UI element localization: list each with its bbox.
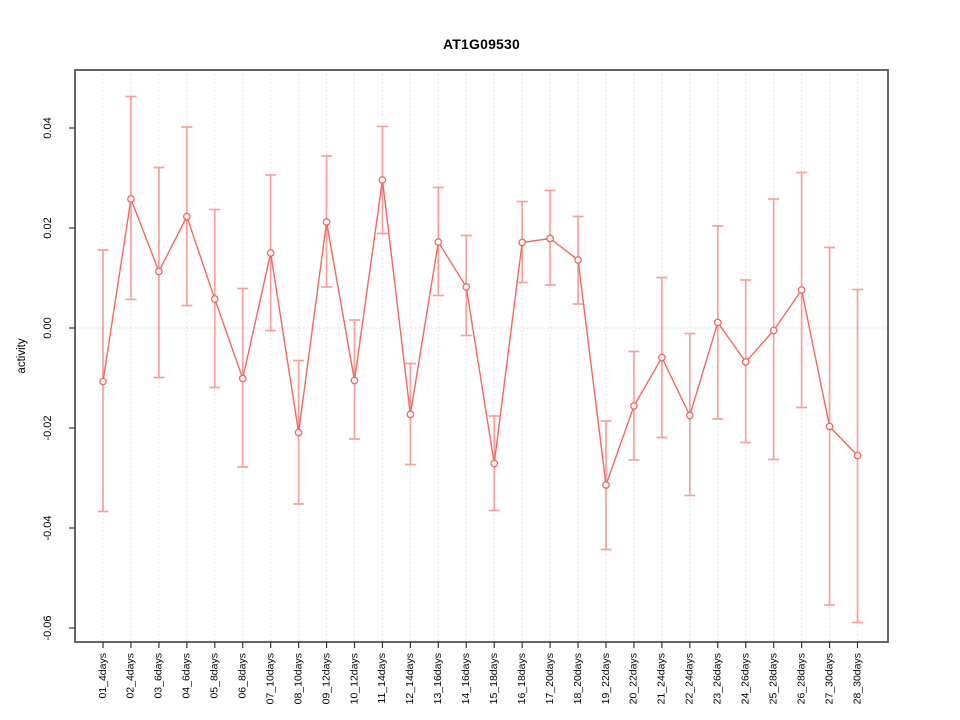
x-tick-label: 04_6days bbox=[181, 653, 193, 699]
x-tick-label: 28_30days bbox=[851, 653, 863, 704]
x-tick-label: 22_24days bbox=[684, 653, 696, 704]
series-line bbox=[102, 179, 859, 486]
x-tick-label: 03_6days bbox=[153, 653, 165, 699]
data-point bbox=[825, 422, 834, 431]
data-point bbox=[406, 410, 415, 419]
x-tick-label: 09_12days bbox=[320, 653, 332, 704]
data-point bbox=[322, 218, 331, 226]
x-tick-label: 26_28days bbox=[795, 653, 807, 704]
x-tick-label: 13_16days bbox=[432, 653, 444, 704]
x-tick-label: 19_22days bbox=[600, 653, 612, 704]
y-tick-label: 0.04 bbox=[42, 117, 54, 138]
data-point bbox=[630, 402, 638, 410]
x-tick-label: 24_26days bbox=[740, 653, 752, 704]
data-point bbox=[155, 267, 163, 276]
x-tick-label: 17_20days bbox=[544, 653, 556, 704]
data-point bbox=[658, 353, 666, 362]
x-tick-label: 27_30days bbox=[823, 653, 835, 704]
x-tick-label: 08_10days bbox=[292, 653, 304, 704]
y-tick-label: -0.06 bbox=[42, 615, 54, 640]
x-tick-label: 14_16days bbox=[460, 653, 472, 704]
data-point bbox=[490, 459, 499, 468]
x-tick-label: 06_8days bbox=[237, 653, 249, 699]
data-point bbox=[210, 295, 219, 303]
chart-title: AT1G09530 bbox=[442, 36, 521, 52]
x-tick-label: 16_18days bbox=[516, 653, 528, 704]
data-point bbox=[574, 256, 582, 264]
x-tick-label: 02_4days bbox=[125, 653, 137, 699]
data-point bbox=[769, 326, 778, 335]
y-tick-label: 0.00 bbox=[42, 317, 54, 338]
data-point bbox=[266, 249, 275, 257]
x-tick-label: 11_14days bbox=[376, 653, 388, 704]
x-tick-label: 18_20days bbox=[572, 653, 584, 704]
data-point bbox=[713, 318, 722, 327]
plot-frame bbox=[74, 69, 889, 643]
data-point bbox=[99, 377, 107, 386]
y-tick-label: 0.02 bbox=[42, 217, 54, 238]
x-tick-label: 07_10days bbox=[264, 653, 276, 704]
x-tick-label: 25_28days bbox=[767, 653, 779, 704]
data-point bbox=[294, 428, 303, 437]
data-point bbox=[434, 238, 443, 246]
y-tick-label: -0.02 bbox=[42, 415, 54, 440]
x-tick-label: 23_26days bbox=[712, 653, 724, 704]
data-point bbox=[182, 212, 191, 221]
data-point bbox=[546, 234, 554, 243]
x-tick-label: 12_14days bbox=[404, 653, 416, 704]
data-point bbox=[238, 374, 247, 383]
x-tick-label: 05_8days bbox=[209, 653, 221, 699]
x-tick-label: 10_12days bbox=[348, 653, 360, 704]
data-point bbox=[741, 358, 750, 366]
y-tick-label: -0.04 bbox=[42, 515, 54, 540]
x-tick-label: 20_22days bbox=[628, 653, 640, 704]
x-tick-label: 21_24days bbox=[656, 653, 668, 704]
data-point bbox=[685, 411, 694, 420]
data-point bbox=[127, 195, 135, 203]
data-point bbox=[378, 176, 387, 184]
x-tick-label: 01_4days bbox=[97, 653, 109, 699]
data-point bbox=[350, 376, 359, 385]
data-point bbox=[853, 451, 862, 460]
data-point bbox=[462, 283, 471, 291]
data-point bbox=[602, 481, 610, 489]
data-point bbox=[518, 238, 527, 247]
x-tick-label: 15_18days bbox=[488, 653, 500, 704]
data-point bbox=[797, 286, 806, 294]
